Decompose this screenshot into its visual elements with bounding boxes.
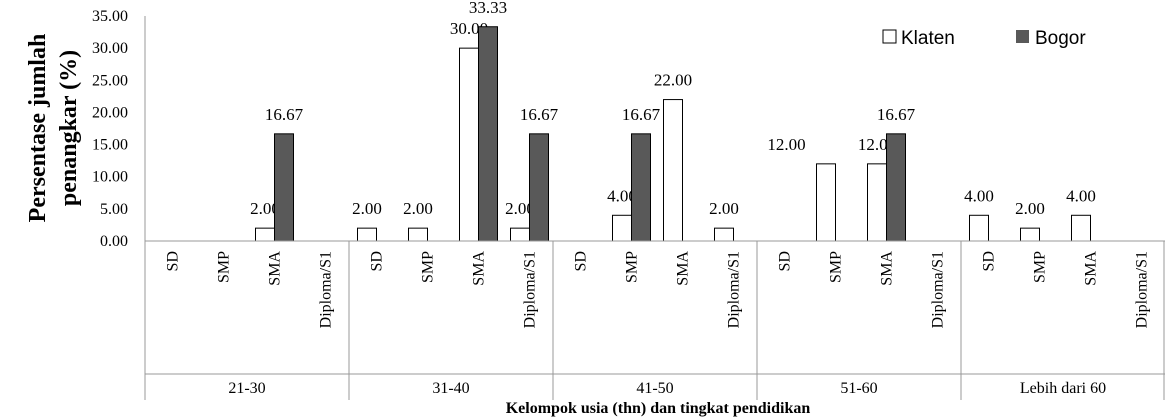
x-group-label: 41-50 (636, 380, 673, 397)
legend-swatch-bogor (1016, 30, 1029, 43)
bar-klaten (510, 227, 530, 242)
x-tick-label: SMP (420, 251, 437, 283)
legend: Klaten Bogor (882, 28, 1086, 49)
data-label-klaten: 2.00 (709, 199, 739, 218)
bar-bogor (631, 133, 651, 242)
x-tick-label: Diploma/S1 (522, 251, 539, 328)
data-label-klaten: 2.00 (352, 199, 382, 218)
x-tick-label: Diploma/S1 (930, 251, 947, 328)
y-tick-label: 5.00 (100, 201, 128, 218)
data-label-klaten: 4.00 (1066, 186, 1096, 205)
legend-label-bogor: Bogor (1035, 28, 1086, 49)
bar-klaten (867, 163, 887, 242)
x-tick-label: SMP (1032, 251, 1049, 283)
x-tick-label: Diploma/S1 (318, 251, 335, 328)
bar-klaten (459, 47, 479, 242)
data-label-bogor: 16.67 (265, 105, 304, 124)
x-tick-label: SD (165, 251, 182, 271)
y-axis-title: Persentase jumlah penangkar (%) (25, 34, 82, 223)
bar-klaten (357, 227, 377, 242)
x-tick-label: SD (369, 251, 386, 271)
bar-klaten (1020, 227, 1040, 242)
x-tick-label: Diploma/S1 (1134, 251, 1151, 328)
x-tick-label: SMP (624, 251, 641, 283)
legend-label-klaten: Klaten (901, 28, 955, 49)
bar-bogor (274, 133, 294, 242)
x-tick-label: SMA (879, 251, 896, 286)
x-tick-label: SMA (267, 251, 284, 286)
data-label-klaten: 2.00 (403, 199, 433, 218)
x-tick-label: SD (777, 251, 794, 271)
bar-klaten (408, 227, 428, 242)
x-axis-title: Kelompok usia (thn) dan tingkat pendidik… (506, 400, 811, 417)
x-group-label: 21-30 (228, 380, 265, 397)
y-tick-label: 20.00 (92, 104, 128, 121)
y-tick-label: 25.00 (92, 72, 128, 89)
bar-klaten (816, 163, 836, 242)
x-tick-label: Diploma/S1 (726, 251, 743, 328)
data-label-bogor: 16.67 (622, 105, 661, 124)
bar-klaten (1071, 214, 1091, 242)
legend-swatch-klaten (882, 29, 897, 44)
bar-bogor (886, 133, 906, 242)
y-tick-label: 35.00 (92, 8, 128, 25)
data-label-klaten: 12.00 (767, 135, 805, 154)
x-tick-label: SMA (675, 251, 692, 286)
x-tick-label: SMA (1083, 251, 1100, 286)
x-axis: SD SMP SMA Diploma/S1 21-30 SD SMP SMA Diploma/S… (144, 241, 1165, 400)
data-label-klaten: 22.00 (654, 71, 692, 90)
bar-bogor (529, 133, 549, 242)
y-axis-title-line-1: Persentase jumlah (25, 34, 51, 223)
y-axis-title-line-2: penangkar (%) (56, 50, 82, 206)
y-tick-label: 0.00 (100, 233, 128, 250)
y-tick-label: 30.00 (92, 40, 128, 57)
y-axis: 0.00 5.00 10.00 15.00 20.00 25.00 30.00 35.00 (92, 8, 146, 250)
bar-klaten (969, 214, 989, 242)
data-label-klaten: 2.00 (505, 199, 535, 218)
x-group-label: Lebih dari 60 (1020, 380, 1106, 397)
bar-klaten (255, 227, 275, 242)
bar-klaten (663, 99, 683, 242)
bar-bogor (478, 26, 498, 242)
data-label-bogor: 16.67 (877, 105, 916, 124)
data-label-klaten: 2.00 (1015, 199, 1045, 218)
x-tick-label: SD (981, 251, 998, 271)
data-label-klaten: 4.00 (607, 186, 637, 205)
bar-klaten (612, 214, 632, 242)
data-label-klaten: 2.00 (250, 199, 280, 218)
y-tick-label: 10.00 (92, 169, 128, 186)
x-group-label: 31-40 (432, 380, 469, 397)
x-tick-label: SMP (828, 251, 845, 283)
x-tick-label: SMA (471, 251, 488, 286)
bar-klaten (714, 227, 734, 242)
x-tick-label: SD (573, 251, 590, 271)
data-label-bogor: 16.67 (520, 105, 559, 124)
x-tick-label: SMP (216, 251, 233, 283)
data-label-bogor: 33.33 (469, 0, 507, 17)
data-label-klaten: 4.00 (964, 186, 994, 205)
x-group-label: 51-60 (840, 380, 877, 397)
y-tick-label: 15.00 (92, 137, 128, 154)
